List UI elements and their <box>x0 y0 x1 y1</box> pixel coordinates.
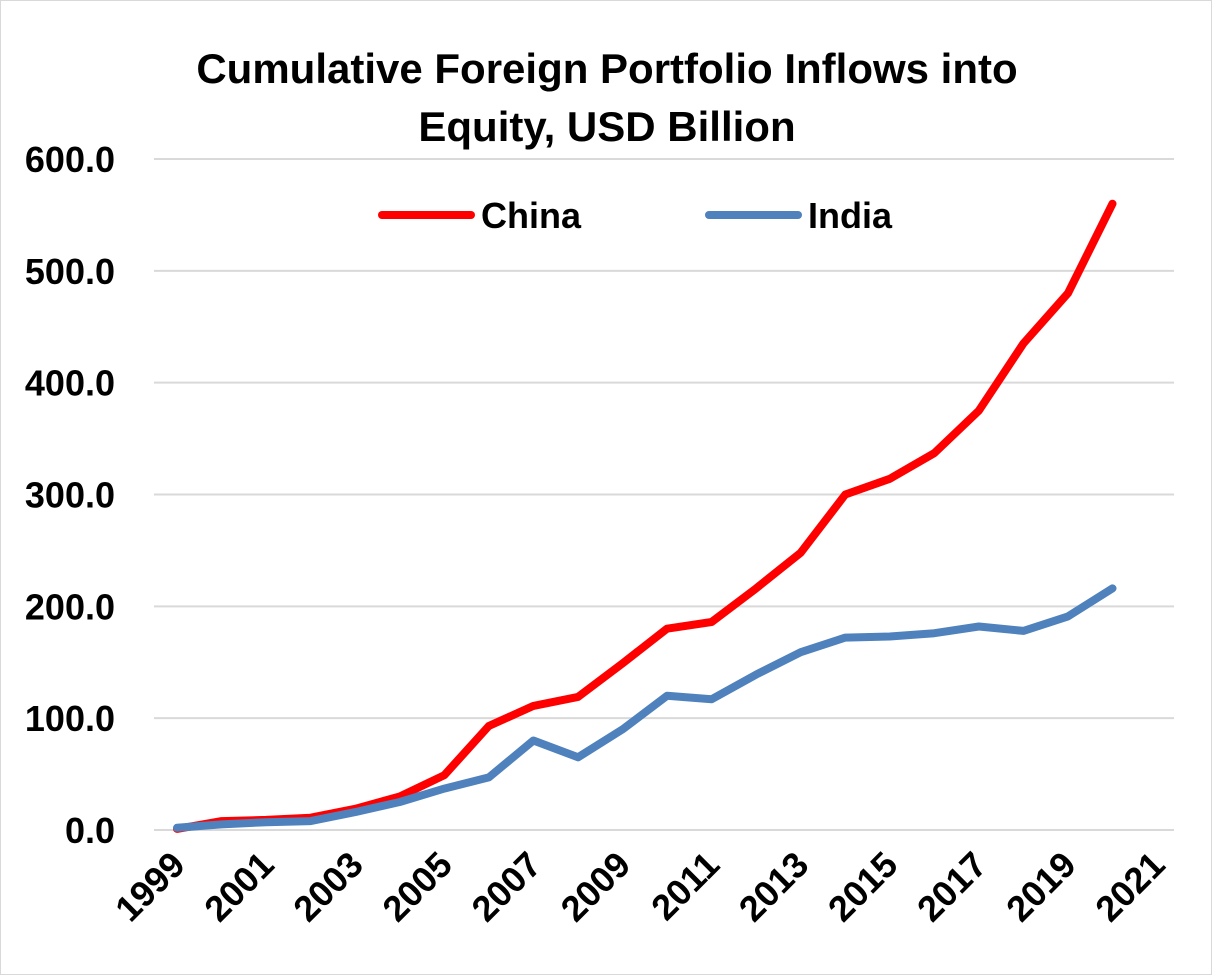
y-axis-ticks: 0.0 100.0 200.0 300.0 400.0 500.0 600.0 <box>25 139 115 851</box>
series-line-china <box>173 199 1117 833</box>
legend-label-china: China <box>481 195 582 236</box>
chart-title-line-2: Equity, USD Billion <box>418 103 795 150</box>
x-tick-label: 2003 <box>285 844 371 930</box>
series-line-india <box>173 584 1117 832</box>
x-tick-label: 2019 <box>998 844 1084 930</box>
y-tick-label: 300.0 <box>25 475 115 516</box>
legend-label-india: India <box>808 195 893 236</box>
x-tick-label: 2011 <box>643 844 727 928</box>
y-tick-label: 500.0 <box>25 251 115 292</box>
x-tick-label: 2013 <box>731 844 817 930</box>
legend: China India <box>378 195 893 236</box>
x-tick-label: 1999 <box>107 844 193 930</box>
x-tick-label: 2005 <box>374 844 460 930</box>
y-tick-label: 0.0 <box>65 810 115 851</box>
y-tick-label: 100.0 <box>25 698 115 739</box>
chart-title-line-1: Cumulative Foreign Portfolio Inflows int… <box>196 45 1017 92</box>
x-tick-label: 2015 <box>820 844 906 930</box>
x-tick-label: 2017 <box>909 844 995 930</box>
y-tick-label: 400.0 <box>25 363 115 404</box>
y-tick-label: 600.0 <box>25 139 115 180</box>
gridlines <box>154 158 1174 831</box>
series-lines <box>173 199 1117 833</box>
x-tick-label: 2009 <box>553 844 639 930</box>
y-tick-label: 200.0 <box>25 586 115 627</box>
x-axis-ticks: 1999 2001 2003 2005 2007 2009 2011 2013 2015 2017… <box>107 844 1173 930</box>
x-tick-label: 2021 <box>1087 844 1173 930</box>
x-tick-label: 2007 <box>463 844 549 930</box>
x-tick-label: 2001 <box>196 844 282 930</box>
